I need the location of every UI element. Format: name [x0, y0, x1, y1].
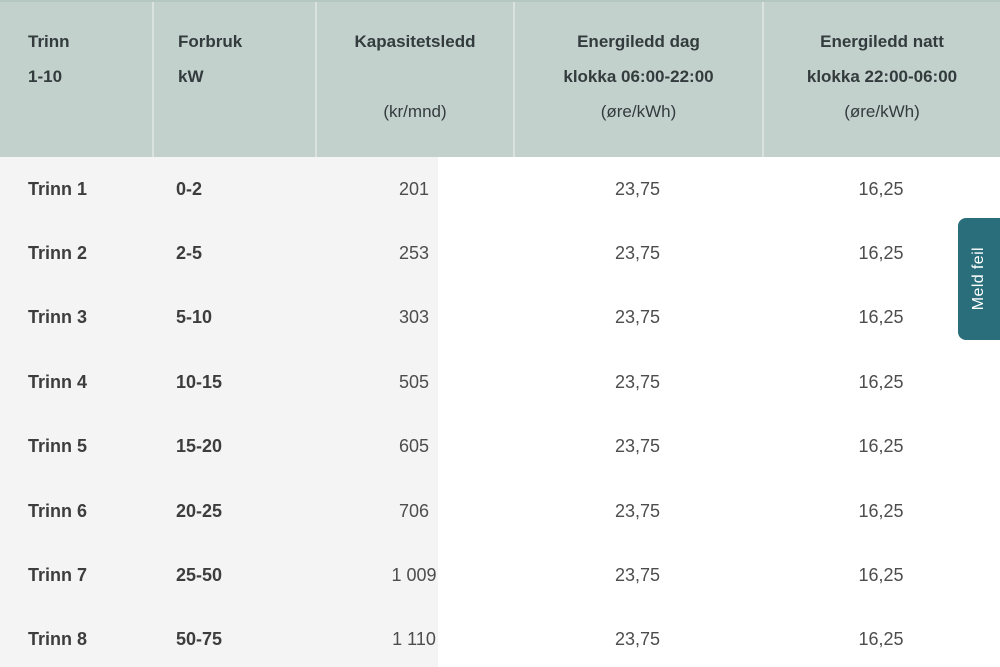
cell-energiledd-natt: 16,25 [858, 565, 904, 586]
header-unit-kapasitetsledd: (kr/mnd) [383, 102, 447, 121]
cell-forbruk: 20-25 [176, 500, 223, 521]
cell-energiledd-dag: 23,75 [614, 629, 661, 650]
table-row: Trinn 1 0-2 201 23,75 16,25 [0, 157, 1000, 222]
cell-forbruk: 50-75 [176, 629, 223, 650]
table-row: Trinn 7 25-50 1 009 23,75 16,25 [0, 543, 1000, 608]
report-error-button[interactable]: Meld feil [958, 218, 1000, 340]
cell-energiledd-natt: 16,25 [858, 307, 904, 328]
cell-energiledd-natt: 16,25 [858, 629, 904, 650]
cell-energiledd-dag: 23,75 [614, 500, 661, 521]
cell-trinn: Trinn 2 [28, 243, 88, 264]
header-sub-kapasitetsledd [317, 59, 513, 94]
cell-kapasitetsledd: 505 [398, 371, 430, 392]
header-title-energiledd-natt: Energiledd natt [820, 32, 944, 51]
header-unit-energiledd-natt: (øre/kWh) [844, 102, 920, 121]
cell-kapasitetsledd: 253 [398, 243, 430, 264]
header-cell-kapasitetsledd: Kapasitetsledd (kr/mnd) [315, 2, 513, 157]
cell-energiledd-natt: 16,25 [858, 178, 904, 199]
table-row: Trinn 4 10-15 505 23,75 16,25 [0, 350, 1000, 415]
cell-energiledd-dag: 23,75 [614, 307, 661, 328]
cell-energiledd-natt: 16,25 [858, 500, 904, 521]
cell-energiledd-dag: 23,75 [614, 371, 661, 392]
report-error-button-label: Meld feil [970, 247, 987, 311]
cell-energiledd-natt: 16,25 [858, 243, 904, 264]
header-cell-forbruk: Forbruk kW [152, 2, 315, 157]
table-row: Trinn 2 2-5 253 23,75 16,25 [0, 221, 1000, 286]
cell-trinn: Trinn 4 [28, 371, 88, 392]
cell-trinn: Trinn 8 [28, 629, 88, 650]
cell-energiledd-natt: 16,25 [858, 371, 904, 392]
cell-energiledd-dag: 23,75 [614, 178, 661, 199]
cell-energiledd-dag: 23,75 [614, 243, 661, 264]
header-sub-trinn: 1-10 [28, 67, 63, 86]
header-cell-energiledd-dag: Energiledd dag klokka 06:00-22:00 (øre/k… [513, 2, 762, 157]
cell-kapasitetsledd: 1 110 [392, 629, 436, 650]
header-sub-energiledd-dag: klokka 06:00-22:00 [563, 67, 714, 86]
header-unit-forbruk [178, 94, 315, 129]
cell-forbruk: 2-5 [176, 243, 203, 264]
cell-energiledd-dag: 23,75 [614, 436, 661, 457]
cell-trinn: Trinn 3 [28, 307, 88, 328]
table-body: Trinn 1 0-2 201 23,75 16,25 Trinn 2 2-5 … [0, 157, 1000, 667]
cell-trinn: Trinn 5 [28, 436, 88, 457]
header-cell-trinn: Trinn 1-10 [0, 2, 152, 157]
cell-forbruk: 5-10 [176, 307, 213, 328]
cell-kapasitetsledd: 1 009 [391, 565, 437, 586]
cell-kapasitetsledd: 303 [398, 307, 430, 328]
header-title-energiledd-dag: Energiledd dag [577, 32, 700, 51]
cell-trinn: Trinn 6 [28, 500, 88, 521]
cell-forbruk: 15-20 [176, 436, 223, 457]
header-title-trinn: Trinn [28, 32, 70, 51]
cell-kapasitetsledd: 706 [398, 500, 430, 521]
table-row: Trinn 8 50-75 1 110 23,75 16,25 [0, 607, 1000, 667]
cell-forbruk: 25-50 [176, 565, 223, 586]
table-row: Trinn 3 5-10 303 23,75 16,25 [0, 285, 1000, 351]
table-header: Trinn 1-10 Forbruk kW Kapasitetsledd (kr… [0, 0, 1000, 157]
cell-kapasitetsledd: 605 [398, 436, 430, 457]
cell-kapasitetsledd: 201 [398, 178, 430, 199]
header-title-forbruk: Forbruk [178, 32, 243, 51]
header-cell-energiledd-natt: Energiledd natt klokka 22:00-06:00 (øre/… [762, 2, 1000, 157]
cell-forbruk: 0-2 [176, 178, 203, 199]
table-row: Trinn 5 15-20 605 23,75 16,25 [0, 414, 1000, 479]
cell-forbruk: 10-15 [176, 371, 223, 392]
header-sub-forbruk: kW [178, 67, 204, 86]
cell-energiledd-dag: 23,75 [614, 565, 661, 586]
cell-trinn: Trinn 7 [28, 565, 88, 586]
header-title-kapasitetsledd: Kapasitetsledd [354, 32, 476, 51]
table-row: Trinn 6 20-25 706 23,75 16,25 [0, 478, 1000, 544]
header-unit-energiledd-dag: (øre/kWh) [600, 102, 677, 121]
cell-trinn: Trinn 1 [28, 178, 88, 199]
header-sub-energiledd-natt: klokka 22:00-06:00 [806, 67, 958, 86]
cell-energiledd-natt: 16,25 [858, 436, 904, 457]
header-unit-trinn [28, 94, 152, 129]
